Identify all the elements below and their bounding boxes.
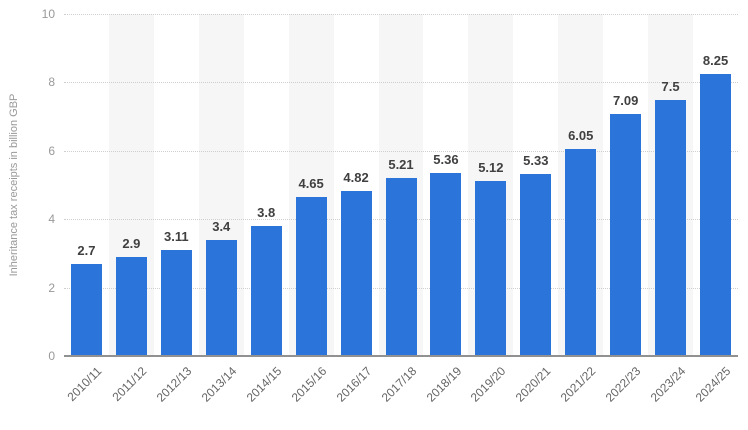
x-tick-label: 2018/19 <box>423 364 464 405</box>
bar-value-label: 8.25 <box>702 52 729 68</box>
bar-value-label: 5.21 <box>388 156 414 172</box>
y-axis-title: Inheritance tax receipts in billion GBP <box>8 93 20 277</box>
bar-2020/21[interactable] <box>520 173 552 356</box>
x-tick-label: 2011/12 <box>109 364 150 404</box>
bar-value-label: 7.5 <box>661 78 680 94</box>
bar-2017/18[interactable] <box>385 177 417 356</box>
y-tick-label: 6 <box>48 143 55 158</box>
x-tick-label: 2021/22 <box>558 364 599 405</box>
bar-2016/17[interactable] <box>340 191 372 356</box>
bar-value-label: 7.09 <box>613 92 639 108</box>
y-tick-label: 4 <box>48 212 55 227</box>
bar-value-label: 2.7 <box>77 242 96 258</box>
y-gridline <box>64 14 738 15</box>
bar-2010/11[interactable] <box>70 263 102 356</box>
x-tick-label: 2012/13 <box>153 364 195 405</box>
x-tick-label: 2023/24 <box>647 364 689 405</box>
bar-2015/16[interactable] <box>295 196 327 356</box>
x-tick-label: 2017/18 <box>378 364 419 405</box>
x-tick-label: 2014/15 <box>243 364 285 405</box>
bar-2018/19[interactable] <box>430 172 462 356</box>
bar-value-label: 3.8 <box>257 205 276 221</box>
x-tick-label: 2010/11 <box>64 364 105 404</box>
x-tick-label: 2016/17 <box>333 364 374 405</box>
bar-2024/25[interactable] <box>700 73 732 356</box>
bar-value-label: 5.33 <box>523 152 549 168</box>
x-tick-label: 2024/25 <box>692 364 734 405</box>
x-tick-label: 2022/23 <box>602 364 644 405</box>
bar-2023/24[interactable] <box>655 99 687 356</box>
bar-2011/12[interactable] <box>115 256 147 356</box>
y-gridline <box>64 150 738 152</box>
plot-area: 2.7 2.9 3.11 3.4 3.8 4.65 4.82 5.21 5.36 5.12 5.33… <box>64 14 738 357</box>
bar-value-label: 2.9 <box>122 235 141 251</box>
bar-2012/13[interactable] <box>160 249 192 356</box>
x-tick-label: 2013/14 <box>198 364 240 405</box>
x-tick-label: 2020/21 <box>513 364 554 405</box>
bar-value-label: 6.05 <box>568 128 594 144</box>
bar-value-label: 4.82 <box>343 170 369 186</box>
bar-value-label: 3.11 <box>164 228 189 244</box>
y-tick-label: 10 <box>41 7 55 21</box>
bar-2014/15[interactable] <box>250 226 282 356</box>
bar-2021/22[interactable] <box>565 149 597 356</box>
bar-value-label: 3.4 <box>212 218 231 234</box>
x-tick-label: 2015/16 <box>288 364 330 405</box>
y-tick-label: 0 <box>48 349 55 363</box>
x-tick-label: 2019/20 <box>468 364 509 405</box>
bar-2013/14[interactable] <box>205 239 237 356</box>
bar-value-label: 5.12 <box>478 159 504 175</box>
y-tick-label: 2 <box>48 280 55 295</box>
bar-2022/23[interactable] <box>610 113 642 356</box>
bar-2019/20[interactable] <box>475 180 507 356</box>
y-tick-label: 8 <box>48 75 55 90</box>
bar-value-label: 4.65 <box>298 175 324 191</box>
y-gridline <box>64 82 738 84</box>
bar-value-label: 5.36 <box>433 151 459 167</box>
x-axis-line <box>64 355 738 357</box>
